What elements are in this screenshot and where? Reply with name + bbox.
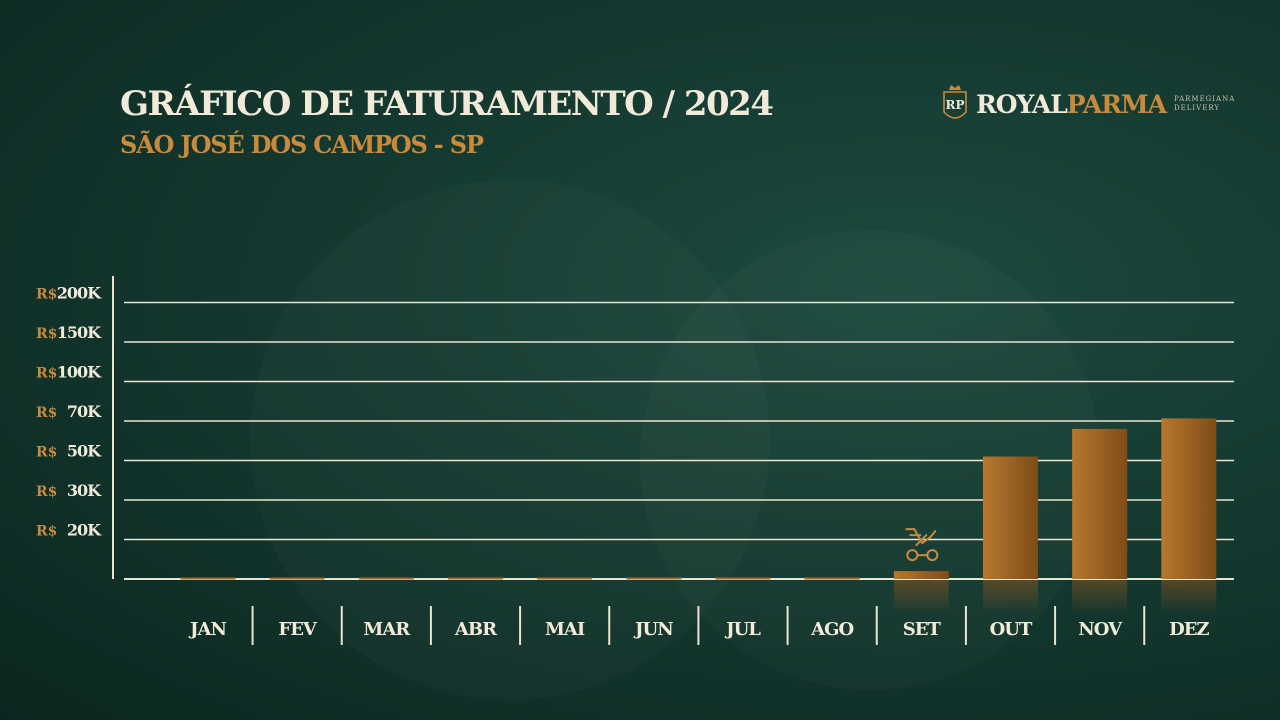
page-subtitle: SÃO JOSÉ DOS CAMPOS - SP [120,130,484,159]
bar-abr [448,577,503,580]
brand-name-part1: ROYAL [976,89,1068,119]
crest-icon: RP [943,85,967,119]
x-tick-label: AGO [810,619,853,640]
x-tick-label: FEV [278,619,317,640]
x-tick-label: MAR [363,619,411,640]
bar-fev [269,577,325,580]
tagline-line2: DELIVERY [1174,104,1220,112]
bar-mar [358,577,414,580]
bar-jul [715,577,771,580]
y-tick-label: 100K [57,363,102,382]
bar-reflection [893,580,949,614]
annotation [905,528,939,562]
brand-name: ROYALPARMA [976,89,1167,119]
y-tick-label: 70K [67,402,102,421]
bar-reflection [983,580,1038,614]
bar-set [893,571,949,579]
y-tick-prefix: R$ [36,405,57,421]
brand-name-part2: PARMA [1066,89,1167,119]
bar-out [983,456,1038,579]
bar-nov [1072,428,1128,579]
x-tick-label: JUL [724,619,761,640]
x-tick-label: JUN [633,619,673,640]
y-tick-prefix: R$ [36,366,57,382]
bar-reflection [1072,580,1128,614]
x-tick-label: SET [903,619,942,640]
logo-monogram: RP [946,98,965,112]
bars [180,418,1217,614]
y-tick-label: 30K [67,481,102,500]
scooter-icon [905,528,939,562]
x-axis: JAN FEV MAR ABR MAI JUN JUL AGO SET OUT NOV DEZ [188,606,1210,645]
brand-tagline: PARMEGIANA DELIVERY [1174,95,1235,113]
y-tick-label: 150K [57,323,102,342]
y-tick-label: 20K [67,521,102,540]
y-tick-prefix: R$ [36,524,57,540]
bar-jun [626,577,682,580]
x-tick-label: OUT [990,619,1033,640]
y-tick-label: 200K [57,284,102,303]
y-tick-label: 50K [67,442,102,461]
x-tick-label: JAN [188,619,226,640]
brand-logo: RP ROYALPARMA PARMEGIANA DELIVERY [940,80,1235,128]
tagline-line1: PARMEGIANA [1174,95,1236,103]
bar-jan [180,577,236,580]
y-tick-prefix: R$ [36,326,57,342]
y-tick-prefix: R$ [36,445,57,461]
x-tick-label: NOV [1078,619,1123,640]
x-tick-label: ABR [454,619,498,640]
bar-ago [804,577,860,580]
bar-reflection [1161,580,1217,614]
bar-dez [1161,418,1217,579]
bar-mai [537,577,593,580]
x-tick-label: DEZ [1169,619,1209,640]
y-tick-prefix: R$ [36,484,57,500]
y-tick-prefix: R$ [36,287,57,303]
gridlines [124,301,1234,580]
page-title: GRÁFICO DE FATURAMENTO / 2024 [120,84,774,124]
x-tick-label: MAI [545,619,585,640]
